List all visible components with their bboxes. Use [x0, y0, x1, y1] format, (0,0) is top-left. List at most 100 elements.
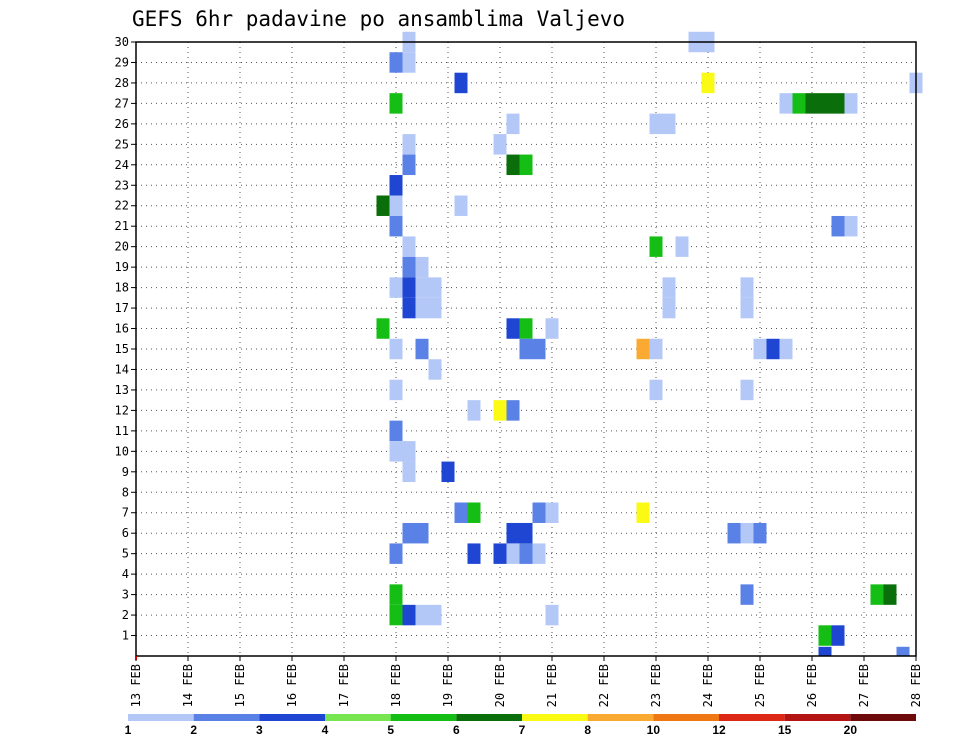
- x-tick-label: 23 FEB: [649, 664, 663, 707]
- legend-label: 20: [844, 723, 858, 737]
- heatmap-cell: [428, 277, 442, 298]
- x-tick-label: 14 FEB: [181, 664, 195, 707]
- heatmap-cell: [740, 522, 754, 544]
- heatmap-cell: [753, 522, 767, 544]
- legend-swatch: [850, 714, 916, 721]
- legend-swatch: [784, 714, 851, 721]
- heatmap-cell: [519, 318, 533, 339]
- legend-swatch: [653, 714, 719, 721]
- y-tick-label: 14: [115, 362, 129, 376]
- heatmap-cell: [402, 277, 416, 298]
- legend-label: 8: [584, 723, 591, 737]
- heatmap-cell: [415, 338, 429, 360]
- heatmap-cell: [441, 461, 455, 483]
- heatmap-cell: [402, 461, 416, 483]
- y-tick-label: 27: [115, 96, 129, 110]
- heatmap-cell: [649, 113, 663, 135]
- heatmap-cell: [467, 543, 481, 564]
- heatmap-cell: [662, 277, 676, 298]
- heatmap-cell: [493, 134, 507, 155]
- heatmap-cell: [402, 522, 416, 544]
- legend-label: 4: [322, 723, 329, 737]
- heatmap-cell: [428, 604, 442, 626]
- heatmap-cell: [818, 646, 832, 656]
- legend-swatch: [719, 714, 785, 721]
- heatmap-cell: [883, 584, 897, 605]
- x-axis: 13 FEB 14 FEB 15 FEB 16 FEB 17 FEB 18 FEB 19 F…: [129, 656, 923, 707]
- legend-swatch: [259, 714, 325, 721]
- heatmap-cell: [389, 604, 403, 626]
- heatmap-cell: [402, 441, 416, 462]
- heatmap-cell: [506, 154, 520, 176]
- heatmap-cell: [454, 72, 468, 94]
- y-tick-label: 8: [122, 485, 129, 499]
- heatmap-cell: [389, 584, 403, 605]
- heatmap-cell: [753, 338, 767, 360]
- heatmap-cell: [896, 646, 910, 656]
- y-tick-label: 17: [115, 301, 129, 315]
- heatmap-cell: [493, 400, 507, 421]
- heatmap-cell: [545, 318, 559, 339]
- heatmap-cell: [844, 93, 858, 114]
- heatmap-cell: [740, 379, 754, 401]
- y-tick-label: 23: [115, 178, 129, 192]
- heatmap-cell: [389, 175, 403, 196]
- heatmap-cell: [844, 215, 858, 237]
- heatmap-cell: [519, 522, 533, 544]
- legend-swatch: [390, 714, 457, 721]
- heatmap-cell: [675, 236, 689, 257]
- x-tick-label: 15 FEB: [233, 664, 247, 707]
- heatmap-cell: [402, 604, 416, 626]
- heatmap-cell: [870, 584, 884, 605]
- heatmap-cell: [493, 543, 507, 564]
- heatmap-cell: [389, 441, 403, 462]
- heatmap-cell: [428, 359, 442, 380]
- heatmap-cell: [506, 522, 520, 544]
- legend-label: 12: [712, 723, 726, 737]
- y-tick-label: 16: [115, 322, 129, 336]
- heatmap-cell: [506, 543, 520, 564]
- legend-swatch: [522, 714, 588, 721]
- y-tick-label: 10: [115, 444, 129, 458]
- legend-swatch: [193, 714, 260, 721]
- heatmap-cell: [545, 502, 559, 523]
- heatmap-cell: [831, 625, 845, 646]
- legend-label: 6: [453, 723, 460, 737]
- legend-label: 10: [647, 723, 661, 737]
- heatmap-cell: [506, 400, 520, 421]
- y-tick-label: 26: [115, 117, 129, 131]
- x-tick-label: 17 FEB: [337, 664, 351, 707]
- heatmap-cell: [779, 93, 793, 114]
- heatmap-cell: [389, 338, 403, 360]
- x-tick-label: 22 FEB: [597, 664, 611, 707]
- heatmap-cell: [519, 154, 533, 176]
- y-tick-label: 25: [115, 137, 129, 151]
- heatmap-cell: [831, 215, 845, 237]
- y-tick-label: 11: [115, 424, 129, 438]
- heatmap-cell: [649, 338, 663, 360]
- heatmap-cell: [389, 543, 403, 564]
- heatmap-cell: [402, 52, 416, 73]
- heatmap-cell: [766, 338, 780, 360]
- heatmap-cell: [415, 604, 429, 626]
- x-tick-label: 13 FEB: [129, 664, 143, 707]
- heatmap-cell: [389, 215, 403, 237]
- heatmap-cell: [376, 318, 390, 339]
- y-axis: 1234567891011121314151617181920212223242…: [115, 35, 136, 643]
- heatmap-cell: [506, 318, 520, 339]
- heatmap-cell: [740, 584, 754, 605]
- x-tick-label: 24 FEB: [701, 664, 715, 707]
- x-tick-label: 19 FEB: [441, 664, 455, 707]
- y-tick-label: 12: [115, 403, 129, 417]
- x-tick-label: 16 FEB: [285, 664, 299, 707]
- heatmap-cell: [792, 93, 806, 114]
- heatmap-cell: [649, 379, 663, 401]
- heatmap-cell: [662, 297, 676, 319]
- heatmap-cell: [428, 297, 442, 319]
- x-tick-label: 25 FEB: [753, 664, 767, 707]
- color-legend: 1 2 3 4 5 6 7 8 10 12 15 20: [125, 714, 916, 737]
- heatmap-cell: [389, 379, 403, 401]
- legend-label: 3: [256, 723, 263, 737]
- legend-swatch: [456, 714, 522, 721]
